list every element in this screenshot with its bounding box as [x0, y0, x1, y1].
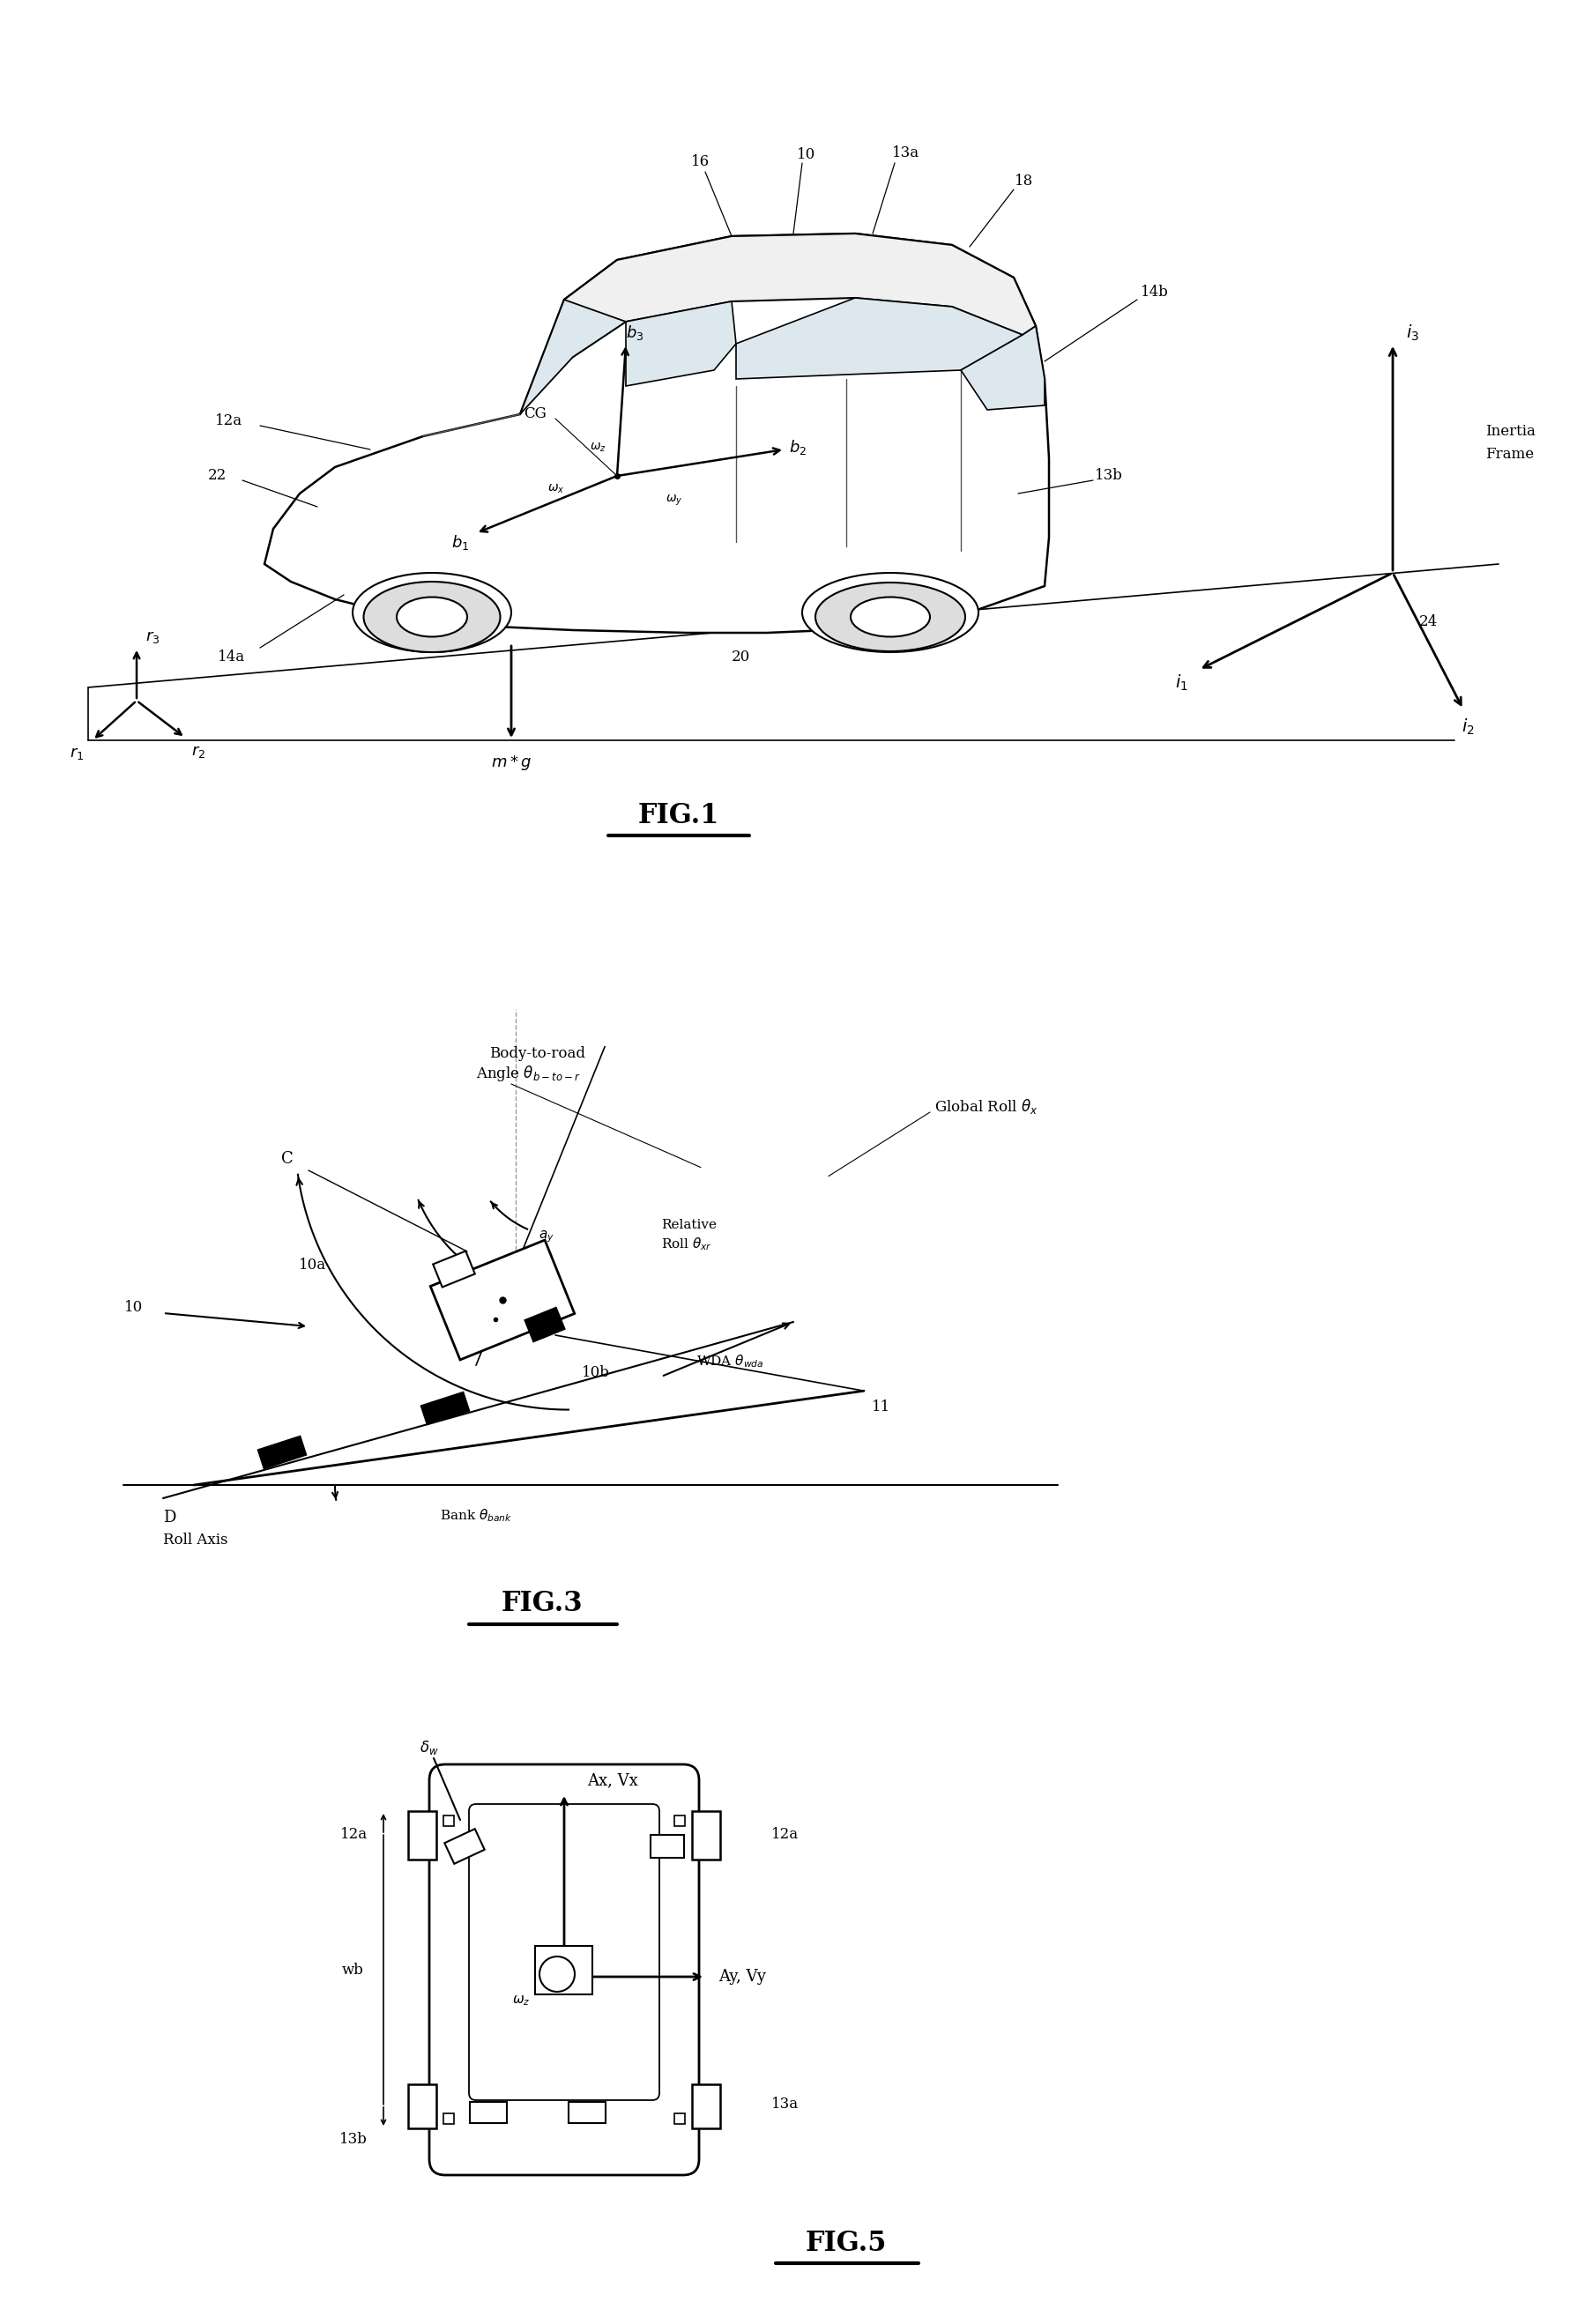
Text: wb: wb: [342, 1961, 364, 1978]
Text: FIG.1: FIG.1: [637, 802, 719, 830]
Text: D: D: [162, 1511, 175, 1525]
Text: $b_1$: $b_1$: [451, 532, 468, 551]
Text: 24: 24: [1418, 614, 1437, 630]
Polygon shape: [735, 297, 1022, 379]
Text: 13b: 13b: [1094, 469, 1123, 483]
Text: 13b: 13b: [339, 2133, 367, 2147]
Text: $r_3$: $r_3$: [145, 630, 159, 646]
Bar: [443, 2113, 454, 2124]
Bar: [673, 2113, 684, 2124]
Text: 12a: 12a: [771, 1827, 798, 1843]
Text: Frame: Frame: [1484, 446, 1533, 462]
Text: $i_1$: $i_1$: [1173, 674, 1187, 693]
Text: 10: 10: [796, 146, 815, 163]
Ellipse shape: [815, 583, 965, 651]
Text: FIG.3: FIG.3: [501, 1590, 582, 1618]
Text: 14a: 14a: [218, 648, 244, 665]
Text: 13a: 13a: [893, 146, 919, 160]
Bar: [443, 1815, 454, 1827]
Text: $i_3$: $i_3$: [1405, 323, 1418, 344]
Bar: [692, 2085, 719, 2129]
Text: Global Roll $\theta_x$: Global Roll $\theta_x$: [934, 1097, 1038, 1116]
Polygon shape: [525, 1308, 565, 1341]
Text: Roll $\theta_{xr}$: Roll $\theta_{xr}$: [661, 1236, 711, 1253]
Bar: [568, 2101, 606, 2124]
Text: $m*g$: $m*g$: [490, 753, 531, 772]
Bar: [408, 1810, 437, 1859]
Text: Inertia: Inertia: [1484, 425, 1534, 439]
Ellipse shape: [396, 597, 467, 637]
Polygon shape: [650, 1836, 684, 1857]
Text: $i_2$: $i_2$: [1460, 718, 1473, 737]
Text: 18: 18: [1014, 174, 1033, 188]
Text: Relative: Relative: [661, 1218, 716, 1232]
Text: Roll Axis: Roll Axis: [162, 1534, 227, 1548]
Bar: [408, 2085, 437, 2129]
Polygon shape: [432, 1250, 475, 1287]
Text: $r_2$: $r_2$: [191, 744, 205, 760]
FancyBboxPatch shape: [429, 1764, 699, 2175]
Text: 10a: 10a: [298, 1257, 326, 1271]
Text: $\delta_w$: $\delta_w$: [419, 1738, 438, 1757]
Polygon shape: [265, 232, 1049, 632]
Text: Bank $\theta_{bank}$: Bank $\theta_{bank}$: [440, 1508, 513, 1525]
Ellipse shape: [352, 572, 511, 653]
Text: CG: CG: [524, 407, 546, 421]
Polygon shape: [421, 1392, 468, 1425]
Polygon shape: [259, 1436, 306, 1469]
Text: Angle $\theta_{b-to-r}$: Angle $\theta_{b-to-r}$: [476, 1064, 580, 1083]
Text: 10: 10: [125, 1301, 144, 1315]
Text: Ay, Vy: Ay, Vy: [718, 1968, 765, 1985]
Text: 22: 22: [208, 469, 227, 483]
Polygon shape: [960, 325, 1044, 409]
Text: WDA $\theta_{wda}$: WDA $\theta_{wda}$: [695, 1353, 763, 1369]
Text: $\omega_x$: $\omega_x$: [457, 1329, 476, 1341]
Ellipse shape: [363, 581, 500, 653]
Ellipse shape: [801, 572, 978, 653]
Text: FIG.5: FIG.5: [806, 2229, 886, 2257]
Polygon shape: [565, 232, 1035, 358]
Polygon shape: [431, 1241, 574, 1360]
Text: $b_3$: $b_3$: [626, 323, 643, 342]
Polygon shape: [626, 302, 735, 386]
Text: $\omega_z$: $\omega_z$: [513, 1994, 530, 2008]
Polygon shape: [445, 1829, 484, 1864]
Ellipse shape: [850, 597, 929, 637]
Bar: [470, 2101, 506, 2124]
Polygon shape: [520, 300, 626, 414]
Text: 13a: 13a: [771, 2096, 798, 2113]
Text: 12a: 12a: [214, 414, 243, 428]
Bar: [692, 1810, 719, 1859]
Text: 20: 20: [730, 648, 749, 665]
Text: $\omega_x$: $\omega_x$: [547, 483, 565, 495]
Text: 10b: 10b: [582, 1367, 610, 1380]
Text: C: C: [281, 1150, 293, 1167]
Text: $\omega_z$: $\omega_z$: [590, 442, 606, 453]
Text: $a_y$: $a_y$: [538, 1229, 554, 1243]
FancyBboxPatch shape: [468, 1803, 659, 2101]
Text: m: m: [473, 1299, 486, 1311]
Text: Ax, Vx: Ax, Vx: [587, 1773, 637, 1787]
Text: $\omega_y$: $\omega_y$: [665, 493, 683, 507]
Text: 12a: 12a: [341, 1827, 367, 1843]
Text: 16: 16: [691, 153, 710, 170]
Text: 14b: 14b: [1140, 286, 1169, 300]
Text: 12b: 12b: [470, 621, 498, 634]
Text: $r_1$: $r_1$: [69, 746, 84, 762]
Text: 11: 11: [872, 1399, 891, 1415]
Text: Body-to-road: Body-to-road: [489, 1046, 585, 1060]
Bar: [535, 1945, 593, 1994]
Bar: [673, 1815, 684, 1827]
Text: $b_2$: $b_2$: [788, 439, 806, 458]
